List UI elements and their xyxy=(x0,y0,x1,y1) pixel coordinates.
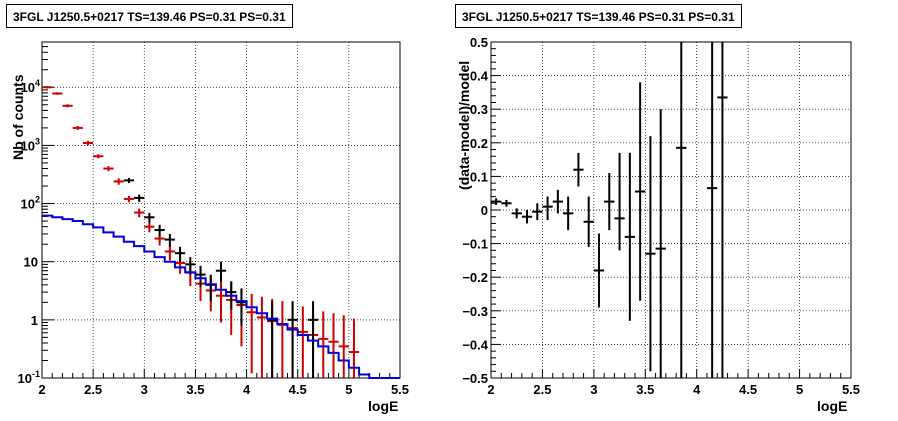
right-x-tick-label: 5.5 xyxy=(842,382,860,397)
left-frame xyxy=(41,41,401,379)
left-x-tick-label: 5.5 xyxy=(391,382,409,397)
right-y-tick-label: 0.3 xyxy=(470,102,488,117)
left-y-tick-label: 10-1 xyxy=(18,369,40,386)
left-y-axis-label: Nb of counts xyxy=(10,74,26,160)
right-x-tick-label: 2.5 xyxy=(533,382,551,397)
left-x-axis-label: logE xyxy=(368,398,399,414)
left-x-tick-label: 3.5 xyxy=(186,382,204,397)
right-y-tick-label: 0.2 xyxy=(470,136,488,151)
right-y-tick-label: −0.3 xyxy=(462,304,488,319)
left-y-tick-label: 10 xyxy=(24,255,38,270)
left-x-tick-label: 3 xyxy=(141,382,148,397)
left-x-tick-label: 2.5 xyxy=(84,382,102,397)
right-y-axis-label: (data-model)/model xyxy=(456,60,472,190)
right-x-axis-label: logE xyxy=(817,398,848,414)
right-y-tick-label: 0.4 xyxy=(470,69,489,84)
right-y-tick-label: 0 xyxy=(481,203,488,218)
left-x-tick-label: 5 xyxy=(345,382,352,397)
left-x-tick-label: 4.5 xyxy=(289,382,307,397)
right-x-tick-label: 2 xyxy=(487,382,494,397)
right-plot-area: 2 2.5 3 3.5 4 4.5 5 5.5 −0.5 −0.4 −0.3 −0.2 −0.1 0 0.1… xyxy=(462,35,860,397)
right-x-tick-label: 3 xyxy=(590,382,597,397)
right-y-tick-label: −0.1 xyxy=(462,237,488,252)
left-x-tick-label: 2 xyxy=(38,382,45,397)
right-y-tick-label: −0.2 xyxy=(462,270,488,285)
right-x-tick-label: 4 xyxy=(693,382,701,397)
right-y-tick-label: 0.5 xyxy=(470,35,488,50)
left-x-tick-label: 4 xyxy=(243,382,251,397)
right-x-tick-label: 5 xyxy=(796,382,803,397)
right-x-tick-label: 4.5 xyxy=(739,382,757,397)
right-y-tick-label: 0.1 xyxy=(470,169,488,184)
left-y-tick-label: 1 xyxy=(31,313,38,328)
right-x-tick-label: 3.5 xyxy=(636,382,654,397)
left-plot-title: 3FGL J1250.5+0217 TS=139.46 PS=0.31 PS=0… xyxy=(6,4,293,28)
right-y-tick-label: −0.5 xyxy=(462,371,488,386)
right-plot-title: 3FGL J1250.5+0217 TS=139.46 PS=0.31 PS=0… xyxy=(455,4,742,28)
right-y-tick-label: −0.4 xyxy=(462,337,488,352)
left-y-tick-label: 102 xyxy=(21,195,40,212)
model-step-line xyxy=(42,214,400,379)
